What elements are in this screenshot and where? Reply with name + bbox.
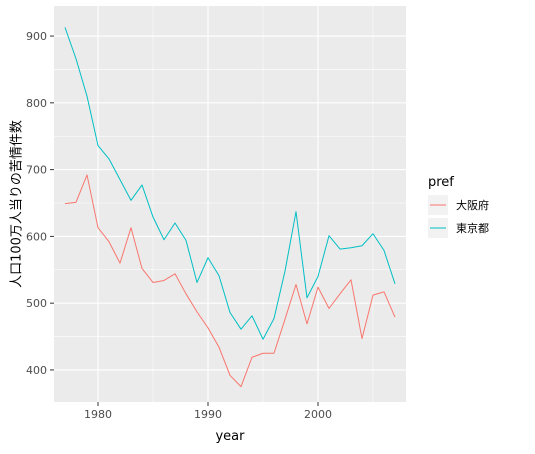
legend-label: 東京都: [456, 221, 489, 235]
x-axis: 1980 1990 2000: [84, 402, 332, 421]
y-tick-label: 500: [26, 297, 47, 310]
y-tick-label: 400: [26, 364, 47, 377]
plot-panel: [54, 6, 406, 402]
x-tick-label: 2000: [304, 408, 332, 421]
y-axis-title: 人口100万人当りの苦情件数: [9, 120, 25, 288]
series-layer: [64, 27, 396, 388]
series-line-1: [64, 27, 396, 340]
minor-gridlines: [54, 6, 406, 402]
series-line-0: [64, 174, 396, 388]
x-tick-label: 1990: [194, 408, 222, 421]
major-gridlines: [54, 6, 406, 402]
legend-title: pref: [428, 175, 454, 190]
x-axis-title: year: [215, 429, 245, 444]
y-tick-label: 900: [26, 30, 47, 43]
y-tick-label: 700: [26, 164, 47, 177]
y-tick-label: 600: [26, 230, 47, 243]
x-tick-label: 1980: [84, 408, 112, 421]
y-axis: 400 500 600 700 800 900: [26, 30, 54, 377]
legend-label: 大阪府: [456, 198, 489, 212]
y-tick-label: 800: [26, 97, 47, 110]
